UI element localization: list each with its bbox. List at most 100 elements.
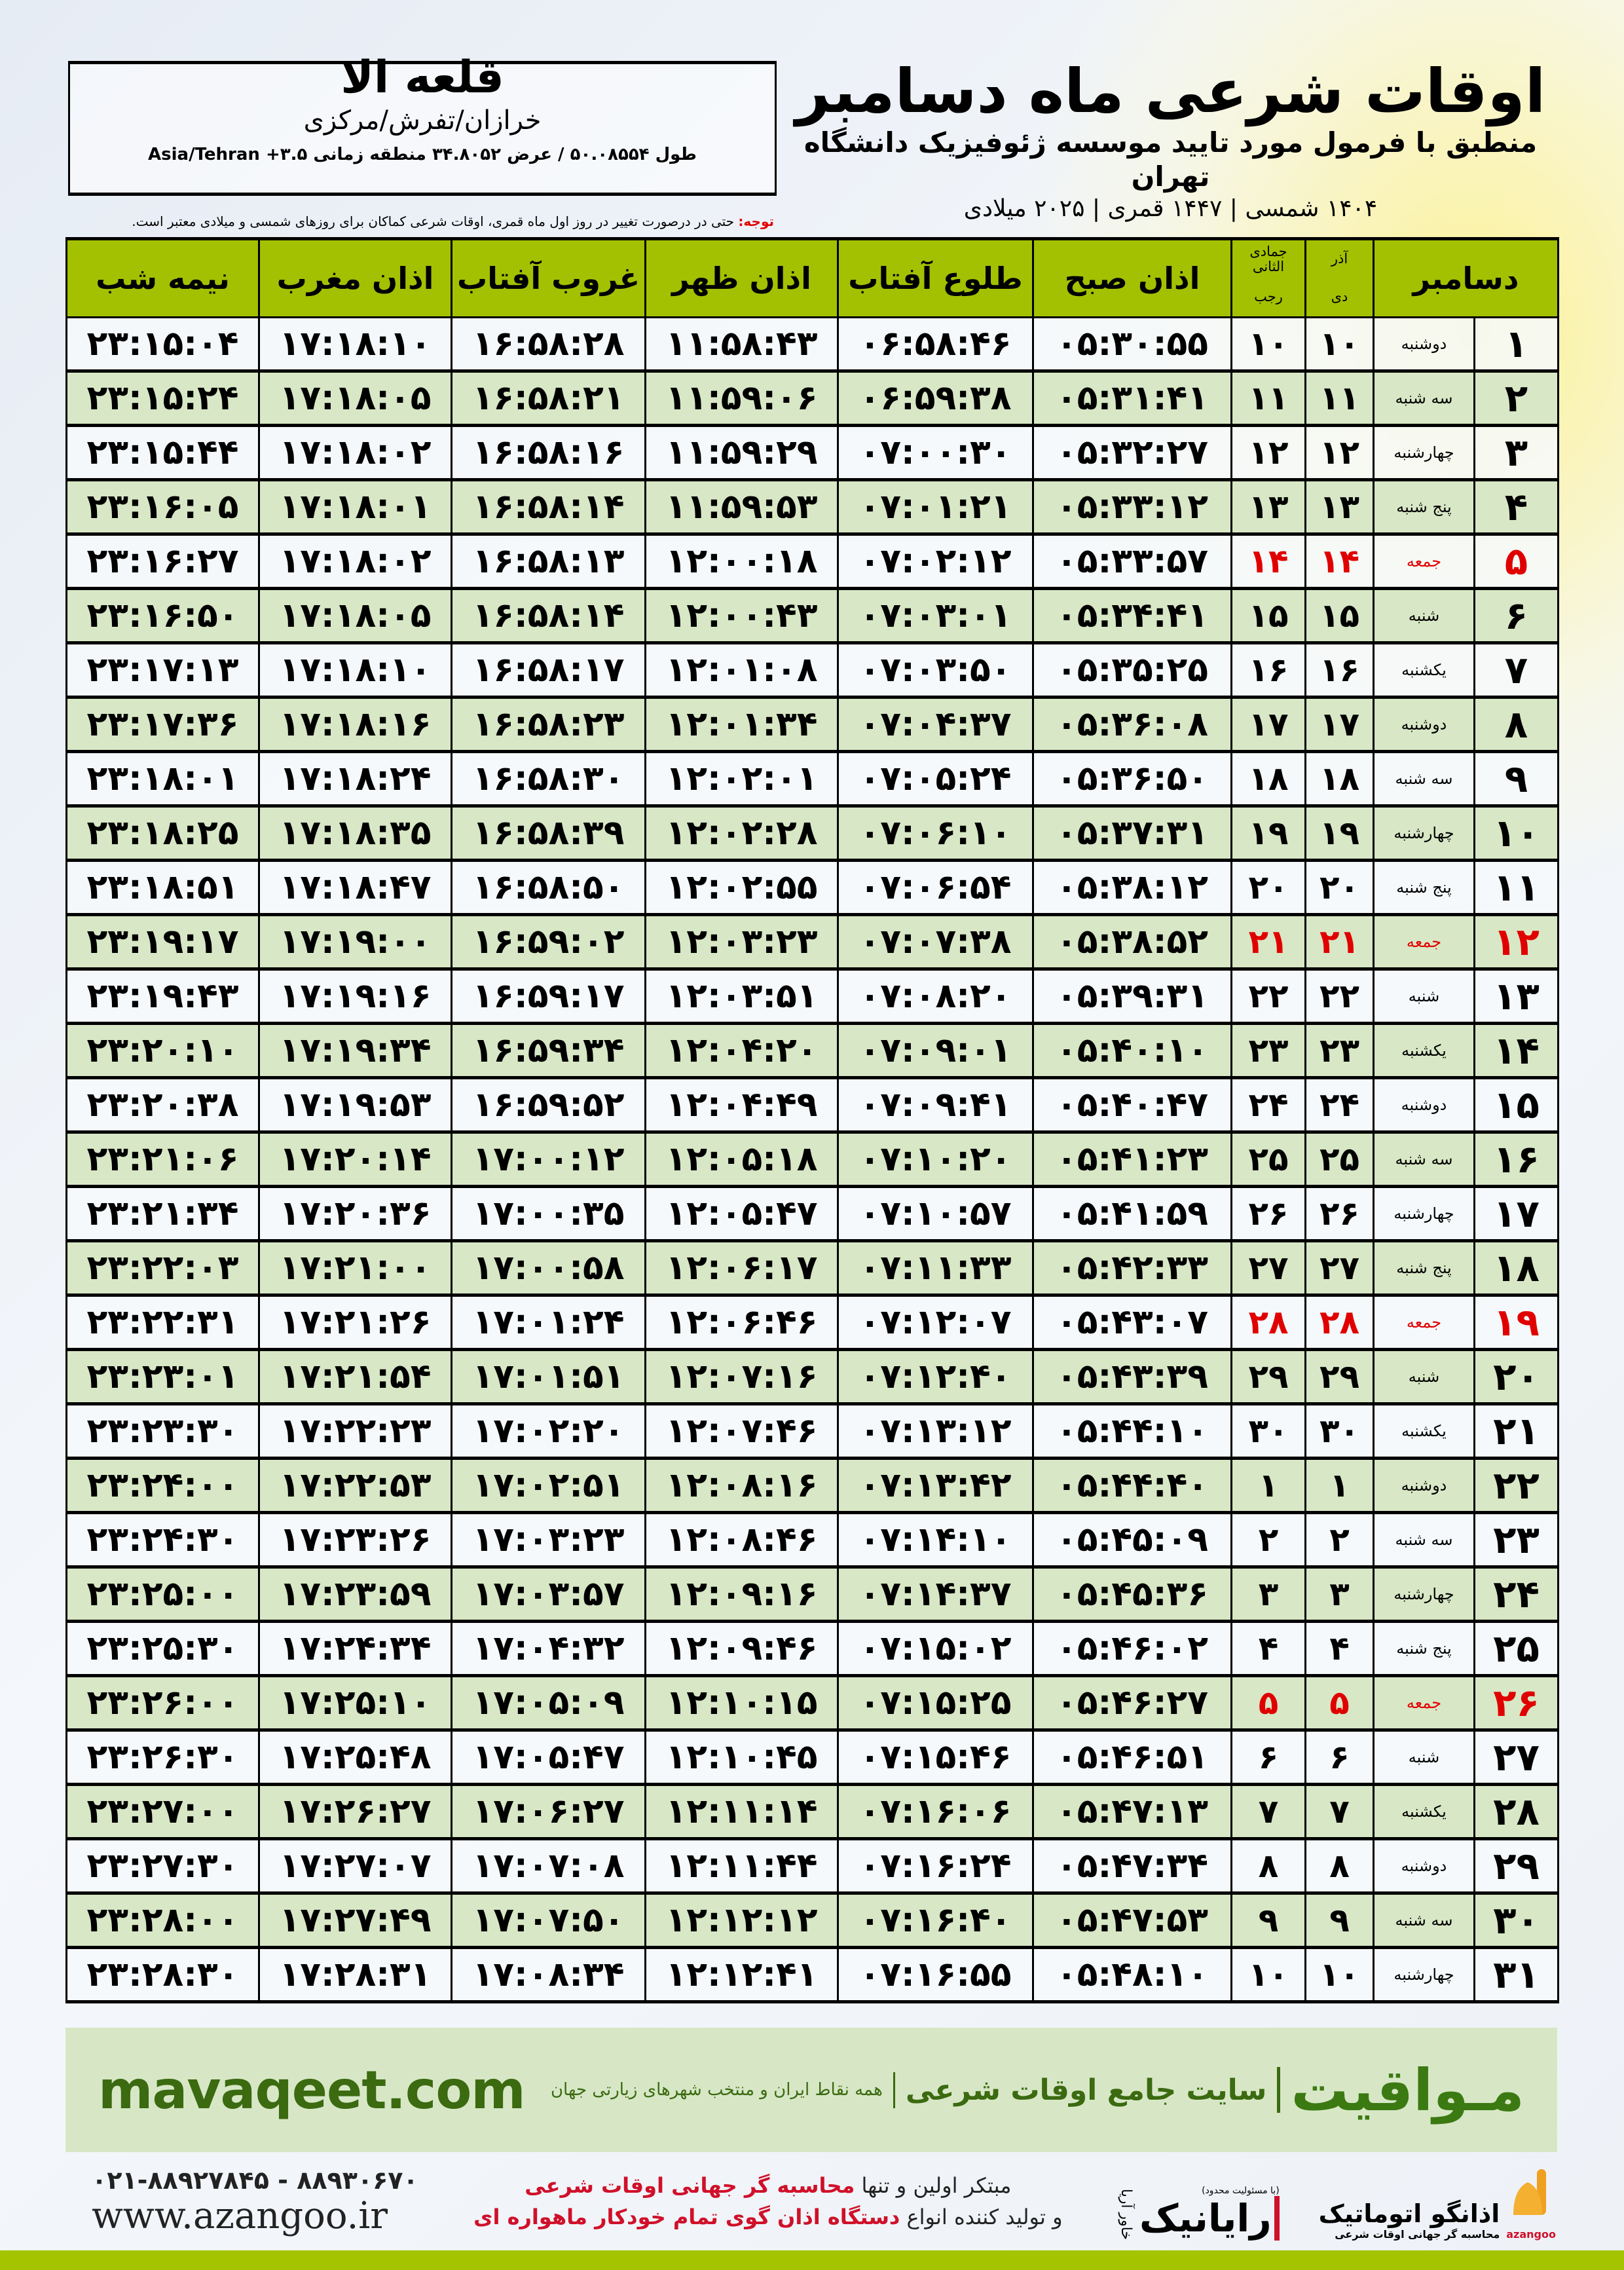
sunrise-time: ۰۷:۱۴:۱۰: [837, 1512, 1034, 1569]
sunrise-time: ۰۷:۱۰:۲۰: [837, 1131, 1034, 1188]
sunrise-time: ۰۷:۰۳:۰۱: [837, 587, 1034, 644]
midnight-time: ۲۳:۲۲:۰۳: [65, 1240, 260, 1297]
sunrise-time: ۰۷:۰۴:۳۷: [837, 696, 1034, 753]
midnight-time: ۲۳:۱۶:۰۵: [65, 479, 260, 536]
lunar-day: ۲۱: [1230, 914, 1306, 971]
city-name: قلعه الا: [341, 52, 504, 103]
lunar-day: ۱۱: [1230, 370, 1306, 427]
azangoo-mark: azangoo: [1506, 2163, 1556, 2241]
table-row: ۱ دوشنبه ۱۰ ۱۰ ۰۵:۳۰:۵۵ ۰۶:۵۸:۴۶ ۱۱:۵۸:۴۳ ۱۶:۵۸…: [65, 316, 1559, 373]
day-number: ۳۱: [1473, 1946, 1559, 2003]
lunar-day: ۲۴: [1230, 1077, 1306, 1134]
fajr-time: ۰۵:۴۲:۳۳: [1032, 1240, 1232, 1297]
mavaqeet-banner: mavaqeet.com مـواقیت سایت جامع اوقات شرع…: [65, 2028, 1557, 2152]
lunar-day: ۲۷: [1230, 1240, 1306, 1297]
dhuhr-time: ۱۲:۱۱:۱۴: [644, 1783, 839, 1840]
table-row: ۱۷ چهارشنبه ۲۶ ۲۶ ۰۵:۴۱:۵۹ ۰۷:۱۰:۵۷ ۱۲:۰۵:۴۷ ۱۷…: [65, 1185, 1559, 1242]
day-number: ۱۰: [1473, 805, 1559, 862]
sunrise-time: ۰۷:۰۶:۵۴: [837, 859, 1034, 916]
rayanik-note: (با مسئولیت محدود): [1202, 2185, 1280, 2196]
table-body: ۱ دوشنبه ۱۰ ۱۰ ۰۵:۳۰:۵۵ ۰۶:۵۸:۴۶ ۱۱:۵۸:۴۳ ۱۶:۵۸…: [65, 316, 1559, 2003]
sunset-time: ۱۷:۰۷:۰۸: [451, 1838, 646, 1895]
day-number: ۴: [1473, 479, 1559, 536]
solar-day: ۱۸: [1304, 751, 1375, 808]
dhuhr-time: ۱۲:۰۵:۱۸: [644, 1131, 839, 1188]
sunset-time: ۱۷:۰۵:۴۷: [451, 1729, 646, 1786]
day-number: ۲۸: [1473, 1783, 1559, 1840]
rayanik-sub: خاور آریا: [1118, 2189, 1134, 2241]
note: توجه: حتی در درصورت تغییر در روز اول ماه…: [132, 214, 774, 229]
page-subtitle: منطبق با فرمول مورد تایید موسسه ژئوفیزیک…: [803, 126, 1538, 193]
dhuhr-time: ۱۲:۰۷:۱۶: [644, 1349, 839, 1405]
solar-day: ۱۵: [1304, 587, 1375, 644]
midnight-time: ۲۳:۱۹:۱۷: [65, 914, 260, 971]
fajr-time: ۰۵:۳۶:۵۰: [1032, 751, 1232, 808]
day-number: ۶: [1473, 587, 1559, 644]
solar-day: ۴: [1304, 1620, 1375, 1677]
day-number: ۲۲: [1473, 1457, 1559, 1514]
table-row: ۱۹ جمعه ۲۸ ۲۸ ۰۵:۴۳:۰۷ ۰۷:۱۲:۰۷ ۱۲:۰۶:۴۶ ۱۷:۰۱:…: [65, 1294, 1559, 1351]
solar-day: ۵: [1304, 1675, 1375, 1732]
maghrib-time: ۱۷:۱۸:۱۰: [258, 642, 452, 699]
sunrise-time: ۰۷:۱۴:۳۷: [837, 1566, 1034, 1623]
solar-day: ۲۶: [1304, 1185, 1375, 1242]
maghrib-time: ۱۷:۱۸:۰۲: [258, 533, 452, 590]
solar-day: ۳۰: [1304, 1403, 1375, 1460]
sunrise-time: ۰۷:۱۱:۳۳: [837, 1240, 1034, 1297]
maghrib-time: ۱۷:۲۲:۵۳: [258, 1457, 452, 1514]
azangoo-name: اذانگو اتوماتیک: [1318, 2199, 1500, 2228]
maghrib-time: ۱۷:۲۱:۰۰: [258, 1240, 452, 1297]
fajr-time: ۰۵:۴۸:۱۰: [1032, 1946, 1232, 2003]
header-lunar-bottom: رجب: [1254, 289, 1283, 305]
lunar-day: ۱۵: [1230, 587, 1306, 644]
dhuhr-time: ۱۲:۰۷:۴۶: [644, 1403, 839, 1460]
sunset-time: ۱۶:۵۸:۳۰: [451, 751, 646, 808]
midnight-time: ۲۳:۱۸:۰۱: [65, 751, 260, 808]
sunset-time: ۱۶:۵۸:۱۴: [451, 479, 646, 536]
rayanik-logo: (با مسئولیت محدود) رایانیک خاور آریا: [1118, 2186, 1280, 2241]
lunar-day: ۹: [1230, 1892, 1306, 1949]
solar-day: ۲۴: [1304, 1077, 1375, 1134]
table-row: ۴ پنج شنبه ۱۳ ۱۳ ۰۵:۳۳:۱۲ ۰۷:۰۱:۲۱ ۱۱:۵۹:۵۳ ۱۶:…: [65, 479, 1559, 536]
table-row: ۲۱ یکشنبه ۳۰ ۳۰ ۰۵:۴۴:۱۰ ۰۷:۱۳:۱۲ ۱۲:۰۷:۴۶ ۱۷:۰…: [65, 1403, 1559, 1460]
maghrib-time: ۱۷:۱۸:۰۵: [258, 370, 452, 427]
sunrise-time: ۰۷:۰۹:۴۱: [837, 1077, 1034, 1134]
weekday: یکشنبه: [1373, 1022, 1475, 1079]
midnight-time: ۲۳:۲۷:۰۰: [65, 1783, 260, 1840]
sunrise-time: ۰۷:۱۳:۱۲: [837, 1403, 1034, 1460]
dhuhr-time: ۱۲:۰۰:۴۳: [644, 587, 839, 644]
lunar-day: ۲۹: [1230, 1349, 1306, 1405]
sunrise-time: ۰۷:۱۵:۰۲: [837, 1620, 1034, 1677]
table-row: ۲۸ یکشنبه ۷ ۷ ۰۵:۴۷:۱۳ ۰۷:۱۶:۰۶ ۱۲:۱۱:۱۴ ۱۷:۰۶:…: [65, 1783, 1559, 1840]
note-label: توجه:: [738, 214, 774, 229]
sunset-time: ۱۶:۵۸:۲۳: [451, 696, 646, 753]
table-row: ۲۹ دوشنبه ۸ ۸ ۰۵:۴۷:۳۴ ۰۷:۱۶:۲۴ ۱۲:۱۱:۴۴ ۱۷:۰۷:…: [65, 1838, 1559, 1895]
day-number: ۱۴: [1473, 1022, 1559, 1079]
sunrise-time: ۰۷:۰۵:۲۴: [837, 751, 1034, 808]
sunrise-time: ۰۷:۰۶:۱۰: [837, 805, 1034, 862]
sunset-time: ۱۶:۵۸:۱۴: [451, 587, 646, 644]
dhuhr-time: ۱۲:۰۱:۰۸: [644, 642, 839, 699]
maghrib-time: ۱۷:۲۷:۴۹: [258, 1892, 452, 1949]
weekday: یکشنبه: [1373, 642, 1475, 699]
table-row: ۱۰ چهارشنبه ۱۹ ۱۹ ۰۵:۳۷:۳۱ ۰۷:۰۶:۱۰ ۱۲:۰۲:۲۸ ۱۶…: [65, 805, 1559, 862]
fajr-time: ۰۵:۴۳:۰۷: [1032, 1294, 1232, 1351]
lunar-day: ۲۸: [1230, 1294, 1306, 1351]
sunset-time: ۱۷:۰۳:۲۳: [451, 1512, 646, 1569]
website-link[interactable]: www.azangoo.ir: [92, 2194, 388, 2237]
dhuhr-time: ۱۲:۰۴:۲۰: [644, 1022, 839, 1079]
lunar-day: ۳۰: [1230, 1403, 1306, 1460]
maghrib-time: ۱۷:۲۶:۲۷: [258, 1783, 452, 1840]
azangoo-sub: محاسبه گر جهانی اوقات شرعی: [1335, 2227, 1500, 2241]
footer-line-2-highlight: دستگاه اذان گوی تمام خودکار ماهواره ای: [473, 2205, 900, 2229]
banner-description: همه نقاط ایران و منتخب شهرهای زیارتی جها…: [550, 2080, 883, 2100]
dhuhr-time: ۱۲:۰۳:۲۳: [644, 914, 839, 971]
weekday: سه شنبه: [1373, 751, 1475, 808]
sunset-time: ۱۶:۵۹:۰۲: [451, 914, 646, 971]
dhuhr-time: ۱۲:۰۶:۱۷: [644, 1240, 839, 1297]
day-number: ۸: [1473, 696, 1559, 753]
site-url[interactable]: mavaqeet.com: [98, 2059, 526, 2121]
table-row: ۲۶ جمعه ۵ ۵ ۰۵:۴۶:۲۷ ۰۷:۱۵:۲۵ ۱۲:۱۰:۱۵ ۱۷:۰۵:۰۹…: [65, 1675, 1559, 1732]
day-number: ۲: [1473, 370, 1559, 427]
weekday: یکشنبه: [1373, 1783, 1475, 1840]
